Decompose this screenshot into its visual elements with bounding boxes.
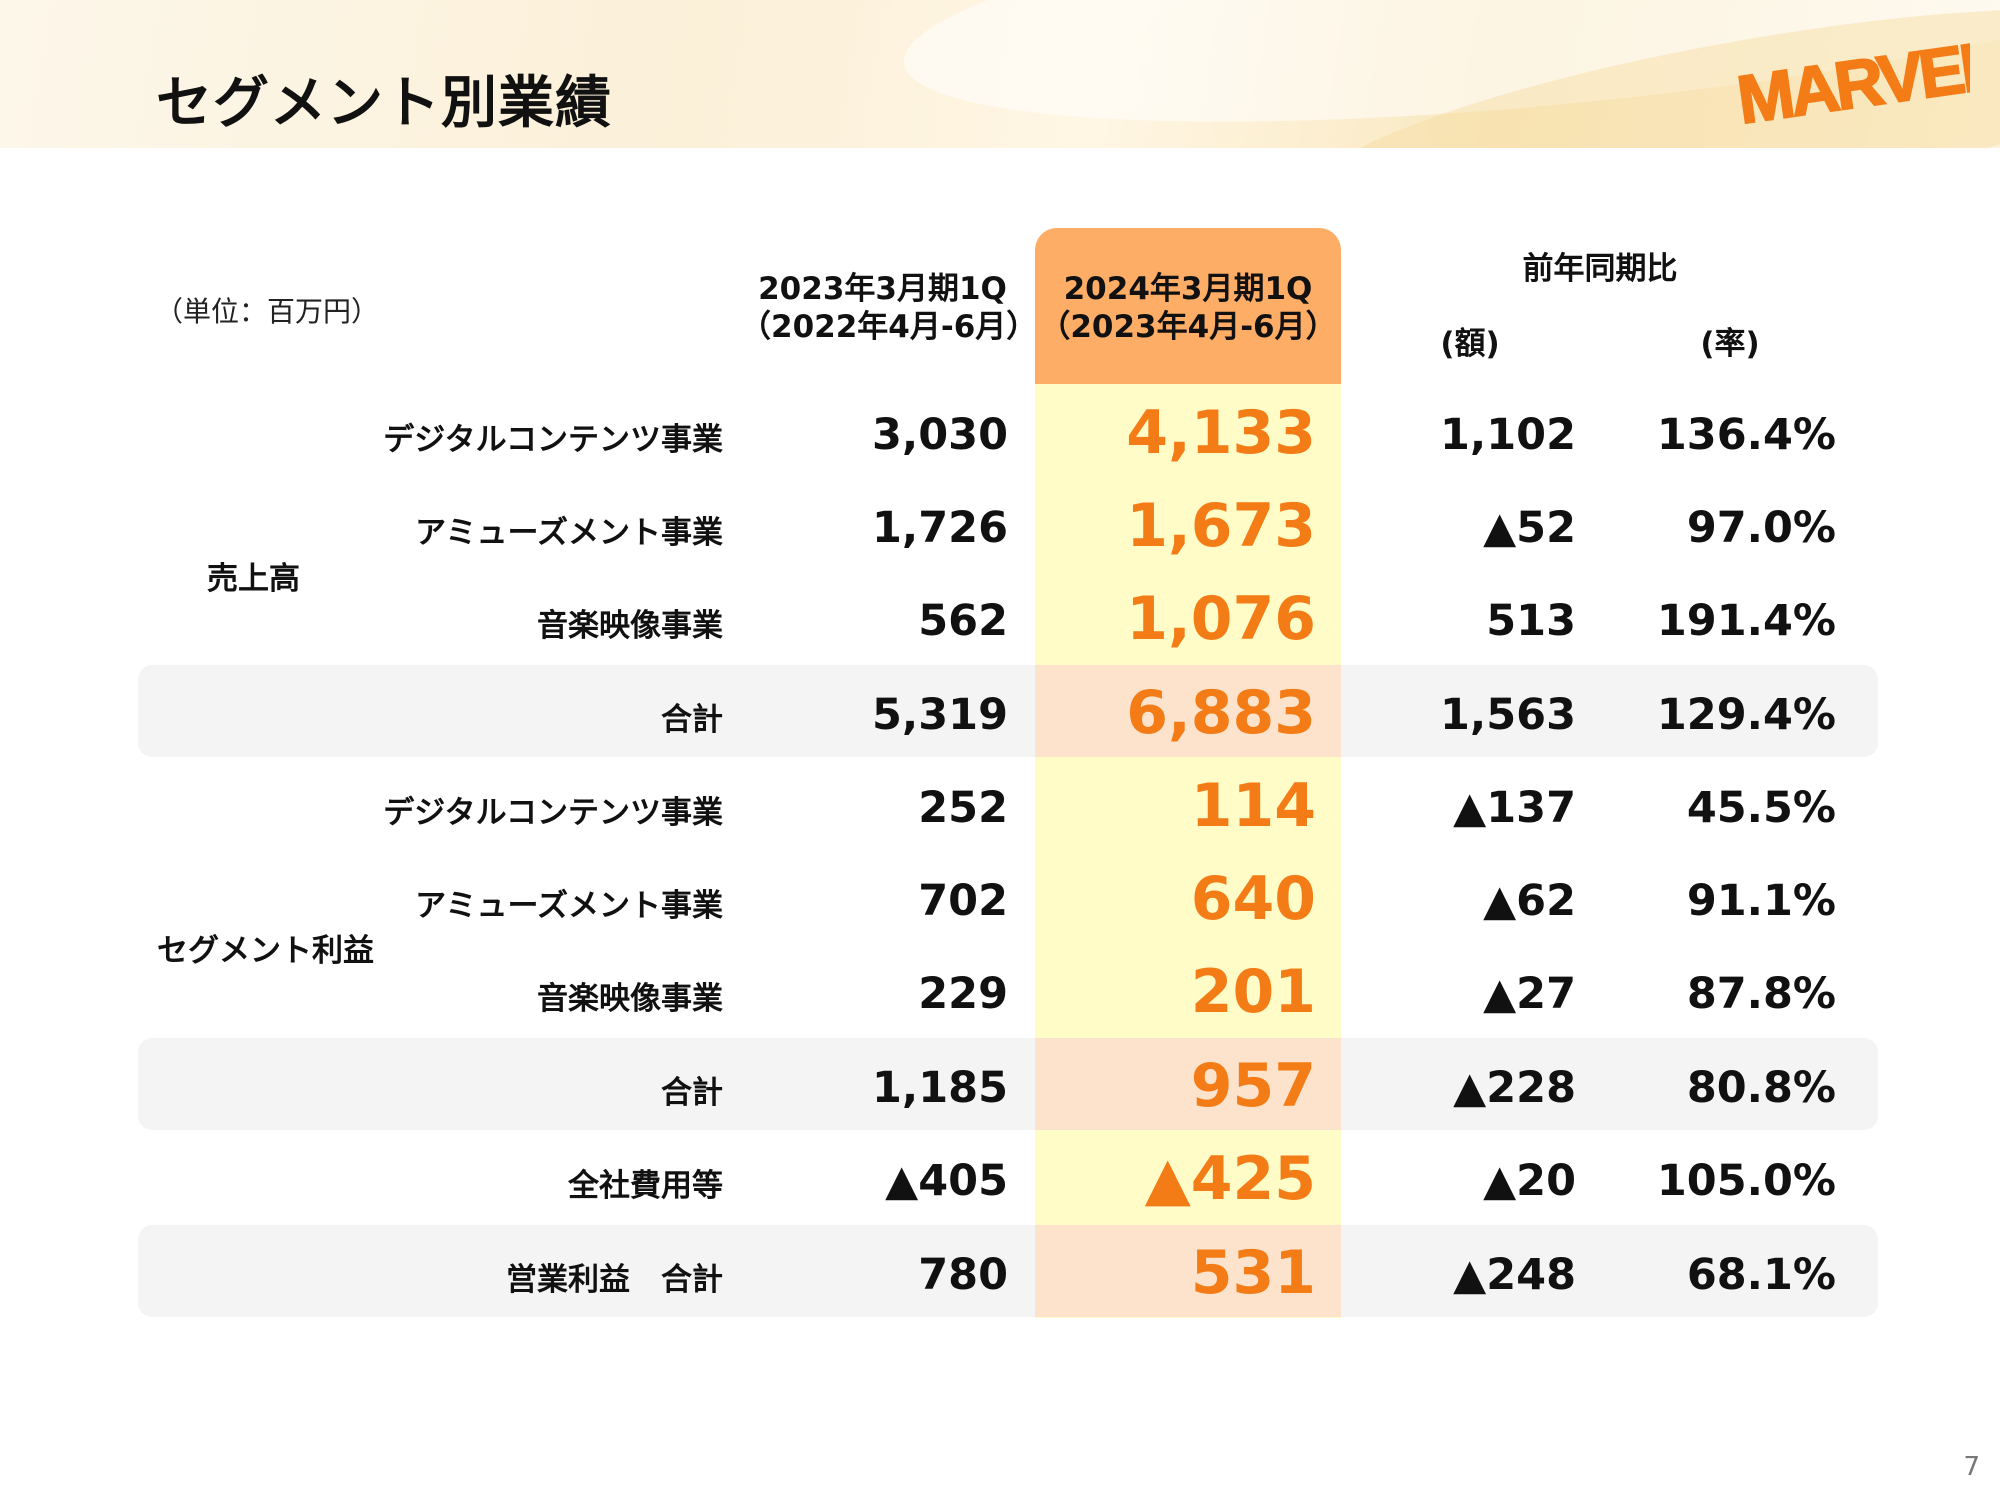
current-value: 1,673 [1126, 491, 1316, 561]
total-highlight-cell [1035, 665, 1341, 757]
yoy-diff-value: 513 [1486, 596, 1576, 646]
logo-text-big: MARVELOUS! [1733, 22, 1970, 134]
sales-total-row-bg [138, 665, 1878, 757]
prev-value: 1,185 [871, 1063, 1008, 1113]
total-highlight-cell [1035, 1225, 1341, 1317]
prev-period-range: （2022年4月-6月） [740, 309, 1038, 345]
total-highlight-cell [1035, 1038, 1341, 1130]
current-period-column [1035, 228, 1341, 1318]
current-period-header-bg [1035, 228, 1341, 384]
operating-profit-row-bg [138, 1225, 1878, 1317]
yoy-diff-value: ▲228 [1453, 1063, 1576, 1113]
yoy-rate-value: 97.0% [1686, 503, 1836, 553]
prev-value: ▲405 [885, 1156, 1008, 1206]
current-period-body-bg [1035, 384, 1341, 1318]
prev-value: 3,030 [871, 410, 1008, 460]
cur-period-range: （2023年4月-6月） [1039, 309, 1337, 345]
prev-value: 1,726 [871, 503, 1008, 553]
yoy-rate-value: 136.4% [1656, 410, 1836, 460]
yoy-rate-value: 129.4% [1656, 690, 1836, 740]
group-label-sales: 売上高 [207, 561, 300, 597]
current-value: 114 [1190, 771, 1316, 841]
cur-period-title: 2024年3月期1Q [1063, 271, 1313, 307]
yoy-rate-value: 45.5% [1686, 783, 1836, 833]
row-label: 合計 [661, 702, 723, 738]
yoy-rate-value: 91.1% [1686, 876, 1836, 926]
marvelous-logo: MARVELOUS! [1732, 22, 1970, 134]
row-label: デジタルコンテンツ事業 [383, 795, 723, 831]
page-title: セグメント別業績 [156, 71, 612, 136]
yoy-rate-value: 80.8% [1686, 1063, 1836, 1113]
yoy-diff-value: ▲248 [1453, 1250, 1576, 1300]
current-value: 957 [1190, 1051, 1316, 1121]
row-label: アミューズメント事業 [415, 888, 723, 924]
current-value: 6,883 [1126, 678, 1316, 748]
yoy-diff-value: ▲62 [1483, 876, 1576, 926]
row-label: デジタルコンテンツ事業 [383, 422, 723, 458]
yoy-rate-value: 191.4% [1656, 596, 1836, 646]
yoy-header: 前年同期比 [1522, 251, 1678, 287]
yoy-rate-value: 87.8% [1686, 969, 1836, 1019]
prev-value: 562 [918, 596, 1008, 646]
prev-value: 780 [918, 1250, 1008, 1300]
prev-value: 229 [918, 969, 1008, 1019]
prev-value: 5,319 [871, 690, 1008, 740]
row-label: アミューズメント事業 [415, 515, 723, 551]
prev-period-header: 2023年3月期1Q （2022年4月-6月） [740, 270, 1038, 346]
page-number: 7 [1963, 1452, 1980, 1482]
yoy-diff-value: 1,563 [1439, 690, 1576, 740]
yoy-diff-header: (額) [1440, 326, 1500, 362]
current-value: 4,133 [1126, 398, 1316, 468]
profit-total-row-bg [138, 1038, 1878, 1130]
prev-value: 702 [918, 876, 1008, 926]
yoy-rate-header: (率) [1700, 326, 1760, 362]
row-label: 全社費用等 [568, 1168, 723, 1204]
current-value: 201 [1190, 957, 1316, 1027]
current-value: 640 [1190, 864, 1316, 934]
yoy-diff-value: ▲27 [1483, 969, 1576, 1019]
prev-value: 252 [918, 783, 1008, 833]
cur-period-header: 2024年3月期1Q （2023年4月-6月） [1035, 270, 1341, 346]
unit-note: （単位：百万円） [155, 295, 380, 328]
current-value: ▲425 [1144, 1144, 1316, 1214]
group-label-segment-profit: セグメント利益 [157, 933, 374, 969]
current-value: 531 [1190, 1238, 1316, 1308]
row-label: 音楽映像事業 [537, 608, 723, 644]
yoy-diff-value: ▲137 [1453, 783, 1576, 833]
yoy-diff-value: ▲20 [1483, 1156, 1576, 1206]
yoy-rate-value: 68.1% [1686, 1250, 1836, 1300]
header-band [0, 0, 2000, 148]
prev-period-title: 2023年3月期1Q [758, 271, 1007, 307]
row-label: 音楽映像事業 [537, 981, 723, 1017]
yoy-rate-value: 105.0% [1656, 1156, 1836, 1206]
row-label: 合計 [661, 1075, 723, 1111]
row-label: 営業利益 合計 [506, 1262, 723, 1298]
current-value: 1,076 [1126, 584, 1316, 654]
yoy-diff-value: 1,102 [1439, 410, 1576, 460]
yoy-diff-value: ▲52 [1483, 503, 1576, 553]
